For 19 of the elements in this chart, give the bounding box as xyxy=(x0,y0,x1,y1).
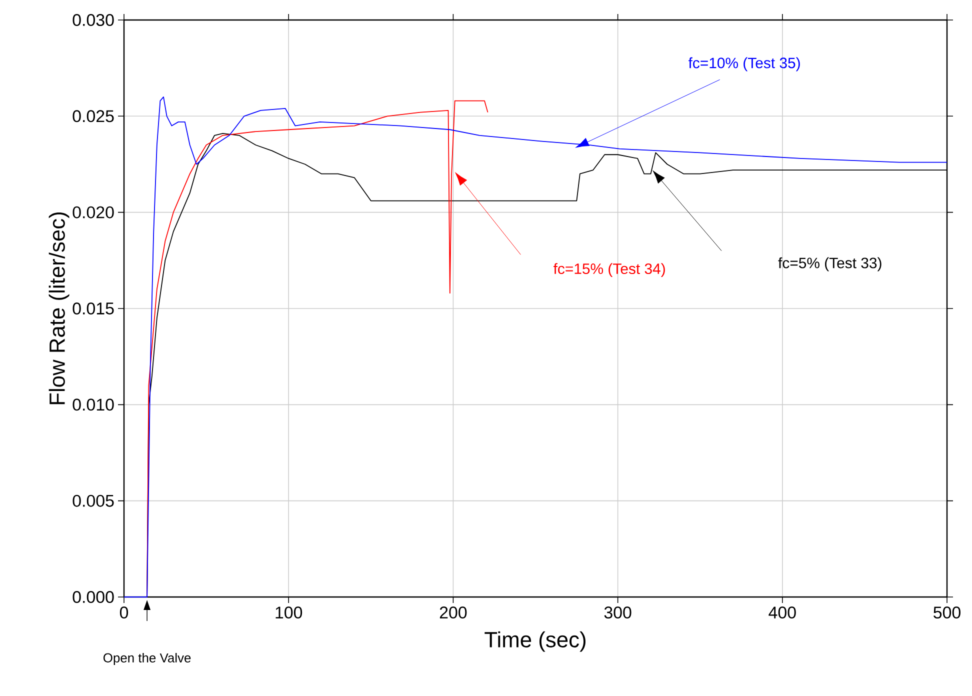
y-tick-label: 0.005 xyxy=(72,494,114,507)
y-tick-label: 0.000 xyxy=(72,591,114,603)
y-tick-label: 0.010 xyxy=(72,398,114,411)
y-tick-label: 0.015 xyxy=(72,302,114,314)
x-tick-label: 500 xyxy=(934,606,960,619)
text: fc=15% (Test 34) xyxy=(554,263,665,277)
x-tick-label: 400 xyxy=(768,606,796,619)
text: fc=10% (Test 35) xyxy=(688,57,800,72)
y-axis-title: Flow Rate (liter/sec) xyxy=(48,212,70,404)
text: Open the Valve xyxy=(103,652,191,666)
text: fc=5% (Test 33) xyxy=(778,257,882,272)
y-tick-label: 0.020 xyxy=(72,206,114,218)
y-tick-label: 0.030 xyxy=(72,14,114,26)
x-axis-title: Time (sec) xyxy=(484,631,586,652)
x-tick-label: 200 xyxy=(440,606,467,619)
y-tick-label: 0.025 xyxy=(72,110,114,122)
x-tick-label: 0 xyxy=(120,606,128,619)
x-tick-label: 300 xyxy=(604,606,632,619)
x-tick-label: 100 xyxy=(276,606,302,619)
